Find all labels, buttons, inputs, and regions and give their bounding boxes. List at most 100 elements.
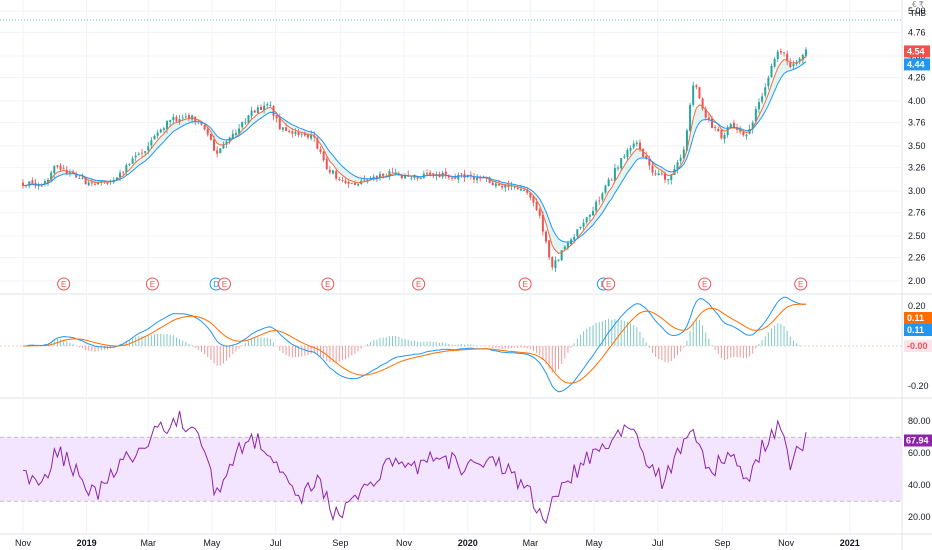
candle-body — [382, 173, 385, 177]
candle-body — [751, 122, 754, 130]
last-value-tag — [904, 45, 930, 58]
candle-body — [545, 231, 548, 242]
candle-body — [106, 182, 109, 184]
candle-body — [125, 165, 128, 173]
candle-body — [801, 54, 804, 60]
candle-body — [162, 128, 165, 130]
candle-body — [234, 133, 237, 135]
candle-body — [551, 257, 554, 268]
candle-body — [206, 128, 209, 135]
currency-label[interactable]: € ₹ THB — [904, 0, 932, 18]
candle-body — [159, 129, 162, 133]
candle-body — [754, 109, 757, 122]
candle-body — [717, 128, 720, 132]
rsi-line — [22, 410, 807, 525]
candle-body — [231, 133, 234, 139]
candle-body — [272, 106, 275, 117]
ma-fast-line — [22, 55, 807, 254]
candle-body — [28, 181, 31, 186]
candle-body — [140, 152, 143, 154]
candle-body — [689, 104, 692, 132]
candle-body — [285, 127, 288, 132]
candle-body — [181, 117, 184, 119]
candle-body — [263, 105, 266, 110]
candle-body — [519, 188, 522, 191]
candle-body — [43, 181, 46, 185]
candle-body — [579, 226, 582, 229]
candle-body — [610, 179, 613, 181]
candle-body — [131, 158, 134, 164]
candle-body — [281, 127, 284, 130]
candle-body — [256, 107, 259, 114]
time-tick-label: May — [203, 538, 221, 548]
candle-body — [244, 121, 247, 123]
candle-body — [253, 110, 256, 113]
candle-body — [216, 150, 219, 154]
time-tick-label: Jul — [270, 538, 282, 548]
candle-body — [626, 149, 629, 158]
candle-body — [344, 180, 347, 183]
time-tick-label: Sep — [714, 538, 730, 548]
candle-body — [776, 51, 779, 60]
candle-body — [648, 158, 651, 166]
time-tick-label: 2020 — [458, 538, 478, 548]
candle-body — [350, 183, 353, 184]
candle-body — [676, 162, 679, 170]
candle-body — [757, 102, 760, 110]
candle-body — [566, 242, 569, 248]
candle-body — [792, 64, 795, 66]
price-tick-label: 3.00 — [908, 186, 926, 196]
candle-body — [660, 173, 663, 175]
candle-body — [554, 260, 557, 269]
candle-body — [78, 178, 81, 179]
event-label: E — [522, 280, 527, 289]
currency-symbols: € ₹ — [912, 0, 924, 9]
candle-body — [513, 186, 516, 188]
earnings-event-marker — [412, 277, 426, 291]
candle-body — [400, 175, 403, 179]
candle-body — [670, 174, 673, 181]
price-tick-label: 3.50 — [908, 141, 926, 151]
candle-body — [491, 182, 494, 186]
candle-body — [372, 176, 375, 179]
earnings-event-marker — [794, 277, 808, 291]
event-label: E — [702, 280, 707, 289]
candle-body — [538, 209, 541, 216]
candle-body — [557, 259, 560, 261]
earnings-event-marker — [321, 277, 335, 291]
candle-body — [560, 250, 563, 261]
candle-body — [294, 131, 297, 134]
candle-body — [447, 175, 450, 178]
candle-body — [726, 128, 729, 136]
candle-body — [259, 106, 262, 110]
candle-body — [454, 177, 457, 179]
candle-body — [723, 135, 726, 140]
candle-body — [588, 214, 591, 217]
macd-tick-label: -0.20 — [908, 381, 929, 391]
candle-body — [707, 117, 710, 120]
candle-body — [137, 153, 140, 155]
candle-body — [219, 148, 222, 154]
price-tick-label: 2.26 — [908, 253, 926, 263]
candle-body — [642, 148, 645, 157]
candle-body — [288, 130, 291, 133]
candle-body — [692, 85, 695, 105]
candle-body — [541, 214, 544, 232]
candle-body — [209, 133, 212, 140]
macd-value-tag — [904, 324, 932, 336]
candle-body — [62, 168, 65, 170]
price-tick-label: 3.26 — [908, 163, 926, 173]
macd-value-tag — [904, 340, 932, 352]
time-tick-label: Nov — [396, 538, 413, 548]
candle-body — [341, 180, 344, 181]
candle-body — [122, 171, 125, 173]
event-label: E — [798, 280, 803, 289]
price-tick-label: 4.76 — [908, 28, 926, 38]
candle-body — [504, 184, 507, 188]
candle-body — [429, 172, 432, 175]
candle-body — [394, 172, 397, 174]
candle-body — [488, 177, 491, 183]
candle-body — [720, 130, 723, 139]
